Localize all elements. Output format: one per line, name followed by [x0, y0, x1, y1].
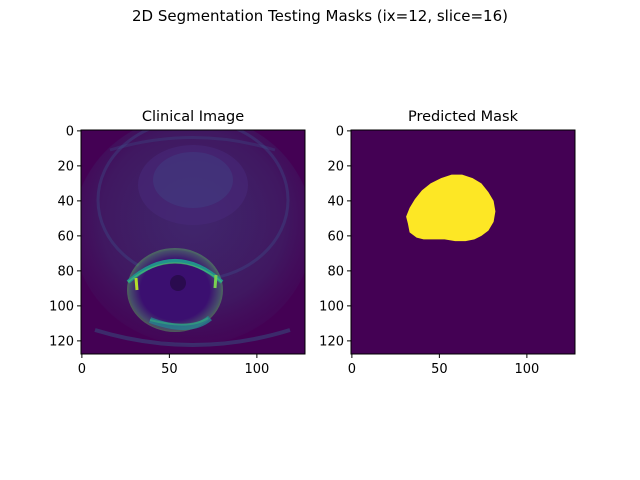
clinical-image-x-tick-label: 100	[244, 362, 269, 377]
predicted-mask-region	[406, 174, 496, 242]
predicted-mask-panel: Predicted Mask 0 50 100 0 20 40 60 80 100 120	[319, 109, 576, 377]
clinical-image-y-tick-label: 20	[57, 159, 74, 174]
clinical-image-y-tick-label: 100	[49, 299, 74, 314]
clinical-image-y-tick-label: 120	[49, 334, 74, 349]
figure-suptitle: 2D Segmentation Testing Masks (ix=12, sl…	[132, 7, 508, 25]
clinical-image-x-tick-label: 50	[161, 362, 178, 377]
predicted-mask-y-tick-label: 60	[327, 229, 344, 244]
predicted-mask-y-tick-label: 20	[327, 159, 344, 174]
clinical-image-y-tick-label: 60	[57, 229, 74, 244]
predicted-mask-y-tick-label: 0	[336, 124, 344, 139]
predicted-mask-heatmap	[351, 130, 575, 354]
predicted-mask-x-tick-label: 50	[431, 362, 448, 377]
clinical-image-y-tick-label: 40	[57, 194, 74, 209]
clinical-image-frame	[80, 129, 306, 355]
predicted-mask-y-tick-label: 80	[327, 264, 344, 279]
predicted-mask-y-tick-label: 40	[327, 194, 344, 209]
predicted-mask-title: Predicted Mask	[408, 109, 519, 125]
predicted-mask-y-tick-label: 100	[319, 299, 344, 314]
predicted-mask-axes: 0 50 100 0 20 40 60 80 100 120	[319, 124, 539, 377]
predicted-mask-x-tick-label: 100	[514, 362, 539, 377]
clinical-image-panel: Clinical Image	[49, 109, 306, 377]
clinical-image-title: Clinical Image	[142, 109, 244, 125]
predicted-mask-y-tick-label: 120	[319, 334, 344, 349]
predicted-mask-frame	[350, 129, 576, 355]
clinical-image-heatmap	[81, 130, 305, 354]
clinical-image-y-tick-label: 80	[57, 264, 74, 279]
clinical-image-x-tick-label: 0	[78, 362, 86, 377]
clinical-image-axes: 0 50 100 0 20 40 60 80 100 120	[49, 124, 269, 377]
predicted-mask-x-tick-label: 0	[348, 362, 356, 377]
clinical-image-y-tick-label: 0	[66, 124, 74, 139]
